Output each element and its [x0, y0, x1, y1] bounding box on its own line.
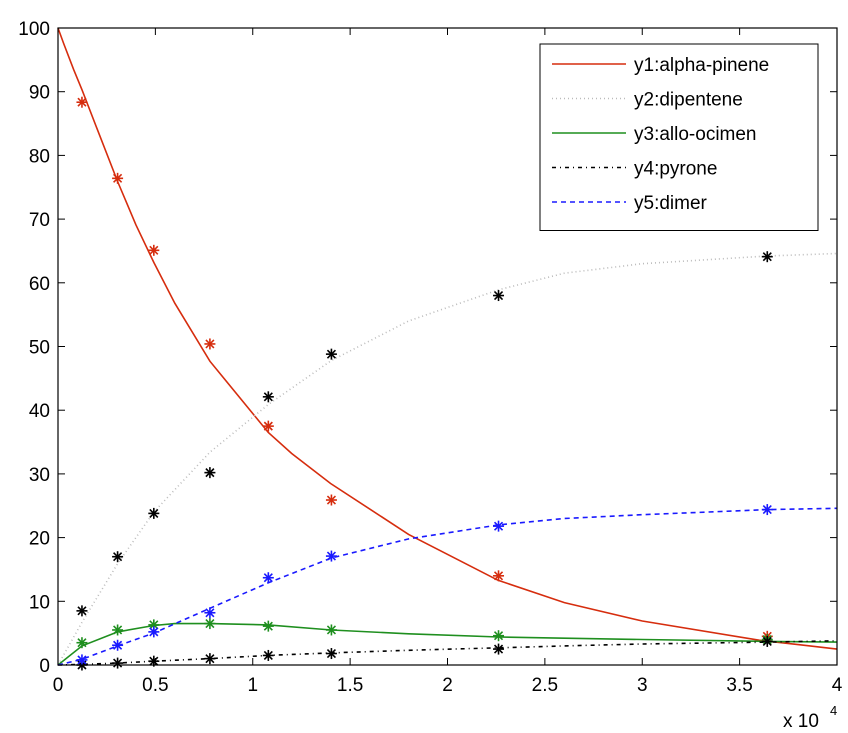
y-tick-label: 0: [39, 656, 50, 677]
series-5-marker: [148, 626, 160, 638]
series-2-marker: [112, 551, 124, 563]
x-tick-label: 1.5: [337, 675, 363, 696]
x-tick-label: 3.5: [726, 675, 752, 696]
legend-label-1: y1:alpha-pinene: [634, 55, 769, 76]
y-tick-label: 100: [18, 19, 50, 40]
y-tick-label: 30: [29, 465, 50, 486]
legend-label-4: y4:pyrone: [634, 159, 717, 180]
series-4-marker: [204, 653, 216, 665]
y-tick-label: 60: [29, 274, 50, 295]
series-3-marker: [112, 624, 124, 636]
series-1-marker: [204, 338, 216, 350]
x-exponent-power: 4: [830, 703, 837, 718]
series-5-marker: [761, 504, 773, 516]
y-tick-label: 70: [29, 210, 50, 231]
y-tick-label: 20: [29, 529, 50, 550]
series-1-marker: [325, 494, 337, 506]
series-2-marker: [76, 605, 88, 617]
series-2-marker: [761, 251, 773, 263]
x-axis-exponent: x 10 4: [783, 703, 837, 732]
series-5-marker: [262, 572, 274, 584]
series-4-marker: [262, 649, 274, 661]
series-3-marker: [262, 620, 274, 632]
series-4-marker: [148, 655, 160, 667]
series-2-marker: [325, 348, 337, 360]
series-2-marker: [148, 507, 160, 519]
legend-label-2: y2:dipentene: [634, 90, 743, 111]
y-tick-label: 90: [29, 83, 50, 104]
y-tick-label: 10: [29, 592, 50, 613]
legend: y1:alpha-pinene y2:dipentene y3:allo-ocime…: [539, 43, 819, 231]
series-2-marker: [204, 467, 216, 479]
x-exponent-base: x 10: [783, 711, 819, 732]
x-tick-label: 3: [637, 675, 648, 696]
series-4-marker: [493, 643, 505, 655]
series-5-marker: [204, 607, 216, 619]
x-tick-label: 1: [247, 675, 258, 696]
series-5-marker: [76, 654, 88, 666]
series-markers: [76, 96, 773, 671]
series-4-marker: [761, 635, 773, 647]
y-tick-label: 40: [29, 401, 50, 422]
series-2-marker: [262, 391, 274, 403]
series-1-marker: [493, 570, 505, 582]
series-5-marker: [112, 639, 124, 651]
series-3-marker: [76, 637, 88, 649]
series-1-marker: [76, 96, 88, 108]
series-4-marker: [325, 648, 337, 660]
series-2-marker: [493, 290, 505, 302]
series-5-marker: [325, 550, 337, 562]
series-3-marker: [325, 624, 337, 636]
series-1-marker: [148, 244, 160, 256]
series-3-marker: [204, 618, 216, 630]
series-line-1: [57, 27, 838, 650]
x-tick-label: 2: [442, 675, 453, 696]
series-5-marker: [493, 520, 505, 532]
x-tick-label: 0.5: [142, 675, 168, 696]
x-tick-label: 4: [832, 675, 843, 696]
legend-box: [539, 43, 819, 231]
series-4-marker: [112, 657, 124, 669]
series-1-marker: [262, 420, 274, 432]
y-tick-label: 50: [29, 338, 50, 359]
axis-ticks: [57, 27, 838, 666]
x-tick-label: 2.5: [532, 675, 558, 696]
series-line-3: [57, 622, 838, 666]
y-axis-tick-labels: 0 10 20 30 40 50 60 70 80 90 100: [18, 19, 50, 677]
series-3-marker: [493, 630, 505, 642]
series-1-marker: [112, 172, 124, 184]
x-tick-label: 0: [53, 675, 64, 696]
legend-label-5: y5:dimer: [634, 193, 708, 214]
legend-label-3: y3:allo-ocimen: [634, 124, 757, 145]
y-tick-label: 80: [29, 146, 50, 167]
x-axis-tick-labels: 0 0.5 1 1.5 2 2.5 3 3.5 4: [53, 675, 843, 696]
